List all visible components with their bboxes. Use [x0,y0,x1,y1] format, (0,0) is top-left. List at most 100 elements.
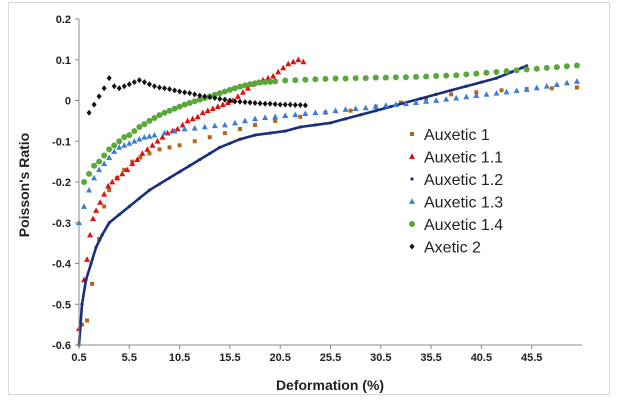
data-point [302,76,309,83]
data-point [300,58,307,65]
data-point [270,72,277,79]
data-point [114,174,121,181]
data-point [463,71,470,78]
data-point [167,176,172,180]
data-point [513,87,520,94]
data-point [136,136,143,142]
data-point [131,128,138,135]
data-point [479,80,483,84]
legend-label: Auxetic 1.2 [424,172,503,189]
data-point [553,81,560,88]
data-point [332,107,339,114]
data-point [423,73,430,80]
data-point [174,125,181,132]
data-point [280,64,287,71]
data-point [402,100,409,107]
legend-label: Axetic 2 [424,240,481,257]
x-tick-label: 25.5 [320,352,341,364]
x-tick-label: 45.5 [521,352,542,364]
legend-label: Auxetic 1.3 [424,195,503,212]
data-point [171,105,178,112]
data-point [282,77,289,84]
data-point [433,73,440,80]
data-point [573,62,580,69]
data-point [218,145,222,149]
data-point [221,88,228,95]
data-point [563,79,570,86]
data-point [216,90,223,97]
y-tick-label: -0.6 [52,340,71,352]
data-point [217,95,223,102]
data-point [116,138,123,145]
data-point [283,129,287,133]
data-point [343,117,348,121]
data-point [257,79,264,86]
data-point [389,105,393,109]
x-tick-label: 35.5 [420,352,441,364]
data-point [312,76,319,83]
x-tick-labels: 0.5 5.5 10.5 15.5 20.5 25.5 30.5 35.5 40.5 45.5 [71,345,542,364]
legend-marker [410,132,414,136]
series-5 [86,75,308,116]
legend-marker [409,198,415,204]
data-point [139,150,146,156]
data-point [156,112,163,119]
data-point [81,203,88,209]
data-point [372,74,379,81]
data-point [172,87,178,94]
data-point [161,129,168,136]
data-point [194,113,201,120]
data-point [147,151,152,156]
data-point [126,81,132,88]
y-tick-label: 0 [65,96,71,108]
data-point [443,72,450,79]
data-point [91,101,97,108]
data-point [146,81,152,88]
data-point [101,152,108,159]
data-point [151,83,157,90]
data-point [267,100,273,107]
data-point [257,100,263,107]
data-point [192,139,197,144]
data-point [211,122,218,129]
y-tick-label: 0.2 [56,14,71,26]
data-point [549,86,554,91]
data-point [141,133,148,140]
data-point [262,79,269,86]
data-point [287,101,293,108]
data-point [228,141,232,145]
data-point [474,90,479,95]
data-point [272,113,279,120]
legend-label: Auxetic 1.1 [424,150,503,167]
y-tick-label: 0.1 [56,55,71,67]
series-line [77,64,528,346]
data-point [86,109,92,116]
data-point [253,133,257,137]
data-point [192,91,198,98]
data-point [312,109,319,116]
data-point [222,96,228,103]
data-point [100,233,104,237]
data-point [151,131,158,138]
data-point [179,121,186,128]
data-point [298,114,303,119]
data-point [146,117,153,124]
data-point [141,79,147,86]
data-point [159,133,166,140]
data-point [533,84,540,91]
data-point [252,80,259,87]
data-point [348,108,353,113]
data-point [342,106,349,112]
data-point [372,103,379,110]
data-point [188,164,192,168]
data-point [111,142,118,149]
data-point [197,92,203,99]
data-point [449,92,454,97]
data-point [483,91,490,97]
legend-item: Auxetic 1.4 [409,217,503,234]
data-point [89,261,93,266]
data-point [86,186,93,193]
data-point [186,99,193,106]
data-point [277,101,283,108]
series-2 [77,64,529,347]
